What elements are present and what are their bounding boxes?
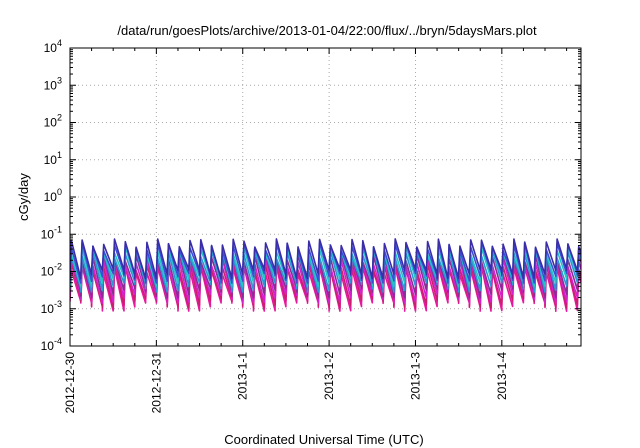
y-tick-exponent: -2 bbox=[54, 262, 62, 272]
y-tick-base: 10 bbox=[44, 41, 58, 55]
series-line bbox=[70, 238, 581, 280]
y-tick-exponent: 4 bbox=[57, 38, 62, 48]
y-tick-exponent: 1 bbox=[57, 150, 62, 160]
y-tick-base: 10 bbox=[41, 302, 55, 316]
x-axis-label: Coordinated Universal Time (UTC) bbox=[224, 432, 423, 447]
series-group bbox=[70, 238, 581, 312]
y-tick-base: 10 bbox=[44, 153, 58, 167]
y-tick-exponent: -3 bbox=[54, 299, 62, 309]
y-tick-label: 102 bbox=[44, 113, 62, 130]
ticks bbox=[69, 47, 581, 347]
y-tick-label: 104 bbox=[44, 38, 62, 55]
y-tick-exponent: 2 bbox=[57, 113, 62, 123]
y-tick-base: 10 bbox=[44, 190, 58, 204]
y-tick-exponent: 3 bbox=[57, 75, 62, 85]
y-tick-base: 10 bbox=[41, 227, 55, 241]
x-tick-label: 2012-12-31 bbox=[149, 352, 163, 414]
chart-title: /data/run/goesPlots/archive/2013-01-04/2… bbox=[117, 23, 537, 38]
y-tick-label: 100 bbox=[44, 187, 62, 204]
x-tick-label: 2013-1-4 bbox=[495, 352, 509, 400]
x-tick-labels: 2012-12-30 2012-12-31 2013-1-1 2013-1-2 2013… bbox=[63, 352, 509, 414]
y-tick-base: 10 bbox=[44, 78, 58, 92]
y-axis-label: cGy/day bbox=[16, 173, 31, 221]
x-tick-label: 2013-1-3 bbox=[408, 352, 422, 400]
y-tick-exponent: -1 bbox=[54, 224, 62, 234]
x-tick-label: 2013-1-2 bbox=[322, 352, 336, 400]
y-tick-base: 10 bbox=[44, 116, 58, 130]
y-tick-label: 10-3 bbox=[41, 299, 62, 316]
x-tick-label: 2013-1-1 bbox=[236, 352, 250, 400]
y-tick-label: 10-2 bbox=[41, 262, 62, 279]
y-tick-exponent: 0 bbox=[57, 187, 62, 197]
y-tick-exponent: -4 bbox=[54, 336, 62, 346]
y-tick-label: 103 bbox=[44, 75, 62, 92]
y-tick-base: 10 bbox=[41, 265, 55, 279]
y-tick-label: 101 bbox=[44, 150, 62, 167]
y-tick-label: 10-4 bbox=[41, 336, 62, 353]
y-tick-label: 10-1 bbox=[41, 224, 62, 241]
y-tick-base: 10 bbox=[41, 339, 55, 353]
x-tick-label: 2012-12-30 bbox=[63, 352, 77, 414]
